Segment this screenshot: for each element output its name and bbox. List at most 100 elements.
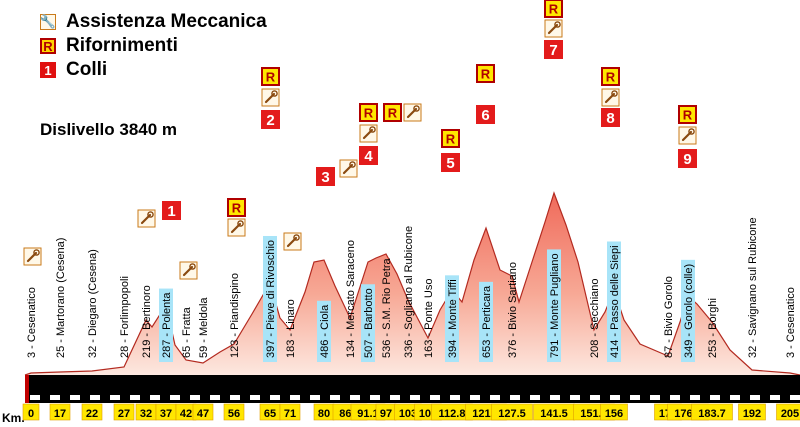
km-label: 32 — [140, 408, 152, 420]
climb-number-icon: 6 — [476, 105, 495, 124]
km-bar-dash — [450, 395, 460, 400]
legend-colli-label: Colli — [66, 59, 108, 80]
place-label: 219 - Bertinoro — [141, 285, 153, 358]
km-bar-dash — [150, 395, 160, 400]
climb-number-icon: 7 — [544, 40, 563, 59]
km-bar-dash — [570, 395, 580, 400]
km-label-bg — [600, 403, 628, 421]
refuel-icon: R — [359, 103, 378, 122]
km-bar-dash — [390, 395, 400, 400]
place-label: 59 - Meldola — [198, 297, 210, 358]
km-label: 183.7 — [698, 408, 726, 420]
km-label: 141.5 — [540, 408, 568, 420]
svg-text:R: R — [446, 132, 456, 147]
km-bar-dash — [50, 395, 60, 400]
km-label: 17 — [54, 408, 66, 420]
km-bar-dash — [550, 395, 560, 400]
legend: 🔧 Assistenza Meccanica R Rifornimenti 1 … — [40, 10, 267, 82]
place-label: 336 - Sogliano al Rubicone — [403, 226, 415, 358]
place-label: 397 - Pieve di Rivoschio — [265, 240, 277, 358]
legend-assistenza-label: Assistenza Meccanica — [66, 11, 267, 32]
km-bar-dash — [590, 395, 600, 400]
place-label: 163 - Ponte Uso — [423, 279, 435, 359]
km-bar-dash — [730, 395, 740, 400]
km-bar-dash — [430, 395, 440, 400]
km-label-bg — [81, 403, 103, 421]
refuel-icon: R — [261, 67, 280, 86]
refuel-icon: R — [601, 67, 620, 86]
km-label: 71 — [284, 408, 296, 420]
svg-text:R: R — [388, 106, 398, 121]
wrench-icon — [137, 209, 156, 228]
place-label: 183 - Linaro — [285, 299, 297, 358]
legend-rifornimenti: R Rifornimenti — [40, 34, 267, 58]
place-label: 134 - Mercato Saraceno — [345, 240, 357, 358]
km-bar-dash — [130, 395, 140, 400]
km-label: 156 — [605, 408, 623, 420]
km-bar-dash — [290, 395, 300, 400]
km-bar-dash — [530, 395, 540, 400]
refuel-icon: R — [40, 38, 56, 54]
km-bar-dash — [190, 395, 200, 400]
km-label: 80 — [318, 408, 330, 420]
km-bar-dash — [270, 395, 280, 400]
refuel-icon: R — [678, 105, 697, 124]
profile-line — [24, 191, 800, 376]
refuel-icon: R — [476, 64, 495, 83]
km-bar-dash — [70, 395, 80, 400]
svg-text:8: 8 — [606, 110, 614, 127]
km-bar-dash — [750, 395, 760, 400]
svg-text:R: R — [606, 70, 616, 85]
km-label-bg — [22, 403, 40, 421]
legend-assistenza: 🔧 Assistenza Meccanica — [40, 10, 267, 34]
climb-number-icon: 1 — [162, 201, 181, 220]
climb-number-icon: 4 — [359, 146, 378, 165]
km-bar-dash — [90, 395, 100, 400]
km-bar-dash — [370, 395, 380, 400]
km-label: 37 — [160, 408, 172, 420]
climb-number-icon: 3 — [316, 167, 335, 186]
climb-number-icon: 9 — [678, 149, 697, 168]
km-bar-dash — [650, 395, 660, 400]
km-label: 112.8 — [439, 408, 466, 420]
km-bar-dash — [770, 395, 780, 400]
climb-label-bg — [479, 281, 493, 362]
place-label: 208 - Secchiano — [589, 279, 601, 359]
km-label: 42 — [180, 408, 192, 420]
km-bar-dash — [510, 395, 520, 400]
climb-label-bg — [445, 275, 459, 362]
place-label: 376 - Bivio Sartiano — [507, 262, 519, 358]
wrench-icon — [544, 19, 563, 38]
km-bar-dash — [710, 395, 720, 400]
place-label: 394 - Monte Tiffi — [447, 279, 459, 358]
wrench-icon — [403, 103, 422, 122]
legend-rifornimenti-label: Rifornimenti — [66, 35, 178, 56]
climb-label-bg — [607, 241, 621, 362]
km-bar-dash — [110, 395, 120, 400]
svg-text:R: R — [364, 106, 374, 121]
svg-text:5: 5 — [446, 155, 454, 172]
km-label: 91.1 — [357, 408, 378, 420]
km-bar-dash — [610, 395, 620, 400]
place-label: 3 - Cesenatico — [785, 287, 797, 358]
place-label: 414 - Passo delle Siepi — [609, 245, 621, 358]
climb-label-bg — [681, 259, 695, 362]
svg-text:9: 9 — [683, 151, 691, 168]
profile-area — [25, 193, 800, 375]
place-label: 32 - Diegaro (Cesena) — [87, 249, 99, 358]
km-label: 56 — [228, 408, 240, 420]
place-label: 287 - Polenta — [161, 292, 173, 358]
refuel-icon: R — [227, 198, 246, 217]
km-label: 0 — [28, 408, 34, 420]
km-label-bg — [223, 403, 245, 421]
km-label-bg — [491, 403, 533, 421]
svg-text:2: 2 — [266, 112, 274, 129]
km-bar-dash — [230, 395, 240, 400]
km-bar-dash — [690, 395, 700, 400]
place-label: 253 - Borghi — [707, 298, 719, 358]
km-bar-dash — [670, 395, 680, 400]
km-label-bg — [279, 403, 301, 421]
km-bar-dash — [790, 395, 800, 400]
km-bar-dash — [310, 395, 320, 400]
